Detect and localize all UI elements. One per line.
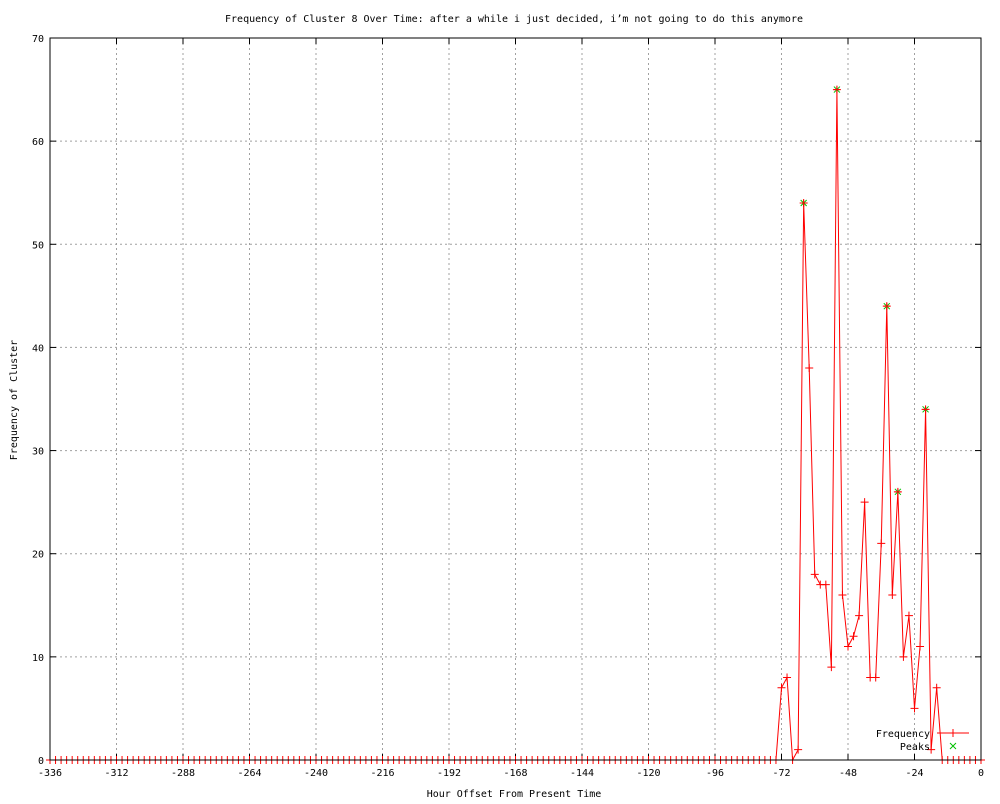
x-tick-label: -48	[839, 768, 857, 779]
x-tick-label: -216	[370, 768, 394, 779]
x-tick-label: 0	[978, 768, 984, 779]
frequency-point	[855, 611, 864, 620]
legend-label-frequency: Frequency	[876, 729, 930, 740]
frequency-point	[810, 570, 819, 579]
peak-point-overlay	[883, 303, 890, 310]
frequency-point	[827, 663, 836, 672]
y-tick-label: 10	[32, 653, 44, 664]
x-tick-label: -120	[636, 768, 660, 779]
legend-marker-peaks	[949, 742, 957, 750]
x-tick-label: -96	[706, 768, 724, 779]
frequency-point	[899, 652, 908, 661]
x-tick-label: -72	[772, 768, 790, 779]
frequency-point	[927, 745, 936, 754]
x-axis-label: Hour Offset From Present Time	[427, 789, 602, 800]
y-tick-label: 60	[32, 137, 44, 148]
y-tick-label: 0	[38, 756, 44, 767]
y-axis-label: Frequency of Cluster	[9, 340, 20, 460]
peak-point-overlay	[800, 200, 807, 207]
peak-point-overlay	[922, 406, 929, 413]
x-tick-label: -336	[38, 768, 62, 779]
frequency-point	[844, 642, 852, 651]
x-tick-label: -312	[104, 768, 128, 779]
legend: Frequency Peaks	[876, 729, 969, 753]
frequency-point	[871, 673, 880, 682]
frequency-point	[916, 642, 925, 651]
plot-frame	[49, 37, 982, 761]
chart-title: Frequency of Cluster 8 Over Time: after …	[225, 14, 803, 25]
x-tick-label: -192	[437, 768, 461, 779]
y-tick-label: 30	[32, 447, 44, 458]
frequency-point	[783, 673, 792, 682]
x-tick-label: -24	[905, 768, 923, 779]
frequency-point	[910, 704, 919, 713]
frequency-point	[838, 590, 847, 599]
x-tick-label: -264	[237, 768, 261, 779]
x-tick-label: -144	[570, 768, 594, 779]
x-tick-label: -240	[304, 768, 328, 779]
x-tick-label: -288	[171, 768, 195, 779]
frequency-point	[794, 745, 803, 754]
frequency-point	[777, 683, 786, 692]
y-tick-label: 50	[32, 240, 44, 251]
frequency-point	[904, 611, 913, 620]
frequency-point	[849, 632, 858, 641]
frequency-point	[932, 683, 941, 692]
frequency-point	[821, 580, 830, 589]
ticks: -336 -312 -288 -264 -240 -216 -192 -168 -144 -120…	[32, 34, 984, 779]
y-tick-label: 20	[32, 550, 44, 561]
frequency-point	[877, 539, 886, 548]
grid	[50, 38, 981, 760]
legend-label-peaks: Peaks	[900, 742, 930, 753]
y-tick-label: 70	[32, 34, 44, 45]
x-tick-label: -168	[503, 768, 527, 779]
y-tick-label: 40	[32, 343, 44, 354]
frequency-point	[805, 364, 814, 373]
peak-point-overlay	[833, 86, 840, 93]
frequency-point	[860, 498, 869, 507]
legend-marker-frequency	[949, 729, 957, 737]
frequency-point	[888, 590, 897, 599]
peak-point-overlay	[894, 488, 901, 495]
